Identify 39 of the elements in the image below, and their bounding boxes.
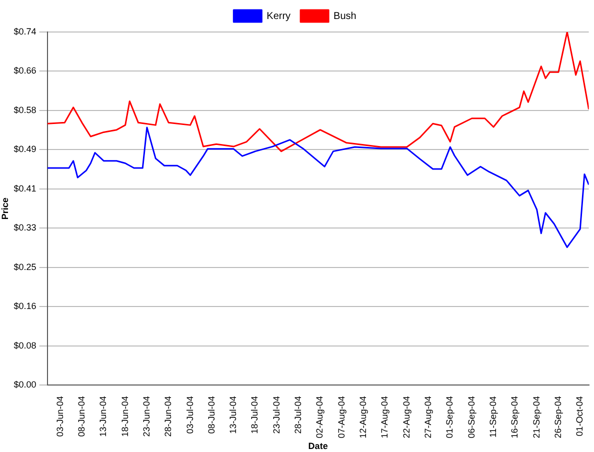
x-tick-label: 06-Sep-04 [466,396,476,438]
y-tick-label: $0.41 [14,183,36,194]
x-tick-label: 26-Sep-04 [552,396,563,438]
y-tick-label: $0.74 [14,26,36,36]
x-tick-label: 18-Jun-04 [120,396,130,437]
y-tick-label: $0.08 [14,340,36,350]
x-tick-label: 23-Jul-04 [271,396,282,434]
x-tick-label: 13-Jun-04 [98,396,108,437]
x-tick-label: 01-Sep-04 [444,396,455,438]
x-tick-label: 27-Aug-04 [423,396,434,438]
x-tick-label: 28-Jun-04 [163,396,174,437]
y-tick-label: $0.49 [14,144,36,154]
y-tick-label: $0.33 [14,222,36,233]
y-axis-title: Price [0,198,10,220]
x-tick-label: 03-Jul-04 [184,396,195,434]
x-axis-title: Date [308,441,328,452]
x-tick-label: 11-Sep-04 [488,396,498,438]
y-tick-label: $0.58 [14,104,36,115]
x-tick-label: 13-Jul-04 [228,396,238,434]
y-tick-label: $0.66 [14,66,36,76]
x-tick-label: 07-Aug-04 [336,396,346,438]
legend-label: Bush [334,10,356,22]
x-tick-label: 12-Aug-04 [358,396,368,438]
x-tick-label: 08-Jul-04 [206,396,216,434]
legend-label: Kerry [266,10,291,22]
x-tick-label: 28-Jul-04 [293,396,304,434]
x-tick-label: 23-Jun-04 [141,396,152,437]
x-tick-label: 22-Aug-04 [401,396,412,438]
x-tick-label: 21-Sep-04 [531,396,542,438]
x-tick-label: 02-Aug-04 [314,396,325,438]
x-tick-label: 01-Oct-04 [574,396,585,436]
x-tick-label: 16-Sep-04 [510,396,520,438]
x-tick-label: 08-Jun-04 [76,396,86,437]
y-tick-label: $0.25 [14,262,36,272]
x-tick-label: 17-Aug-04 [380,396,390,438]
x-tick-label: 03-Jun-04 [54,396,65,437]
x-tick-label: 18-Jul-04 [250,396,260,434]
y-tick-label: $0.16 [14,301,36,312]
y-tick-label: $0.00 [14,380,36,390]
